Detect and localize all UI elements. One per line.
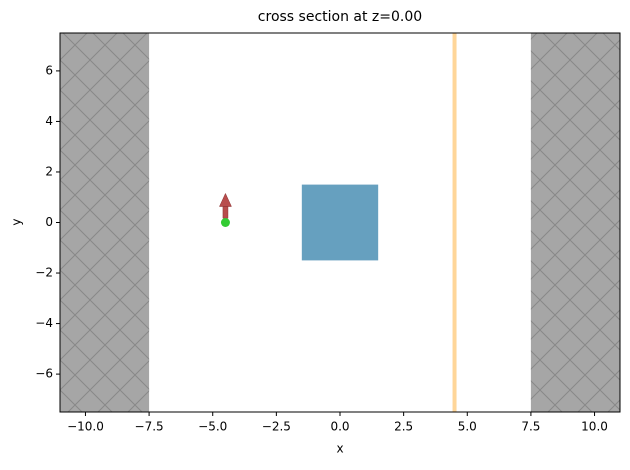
x-tick-label: 7.5	[521, 420, 540, 434]
x-tick-label: −10.0	[67, 420, 104, 434]
y-axis-label: y	[10, 218, 24, 225]
x-tick-label: 10.0	[581, 420, 608, 434]
pml-hatch	[530, 33, 620, 412]
source-arrow-head	[219, 192, 232, 207]
structure-box	[301, 184, 379, 261]
y-tick-label: −2	[35, 266, 53, 280]
pml-hatch	[60, 33, 150, 412]
y-tick-label: 2	[45, 164, 53, 178]
y-tick-label: 6	[45, 63, 53, 77]
x-tick-label: −2.5	[262, 420, 291, 434]
chart-title: cross section at z=0.00	[258, 9, 422, 25]
y-tick-label: 4	[45, 114, 53, 128]
y-tick-label: −4	[35, 316, 53, 330]
source-arrow-shaft	[222, 206, 229, 219]
x-tick-label: −5.0	[198, 420, 227, 434]
y-tick-label: −6	[35, 367, 53, 381]
source-point	[220, 218, 230, 227]
x-tick-label: −7.5	[135, 420, 164, 434]
x-tick-label: 5.0	[458, 420, 477, 434]
x-axis-label: x	[336, 442, 343, 456]
y-tick-label: 0	[45, 215, 53, 229]
x-tick-label: 0.0	[330, 420, 349, 434]
x-tick-label: 2.5	[394, 420, 413, 434]
